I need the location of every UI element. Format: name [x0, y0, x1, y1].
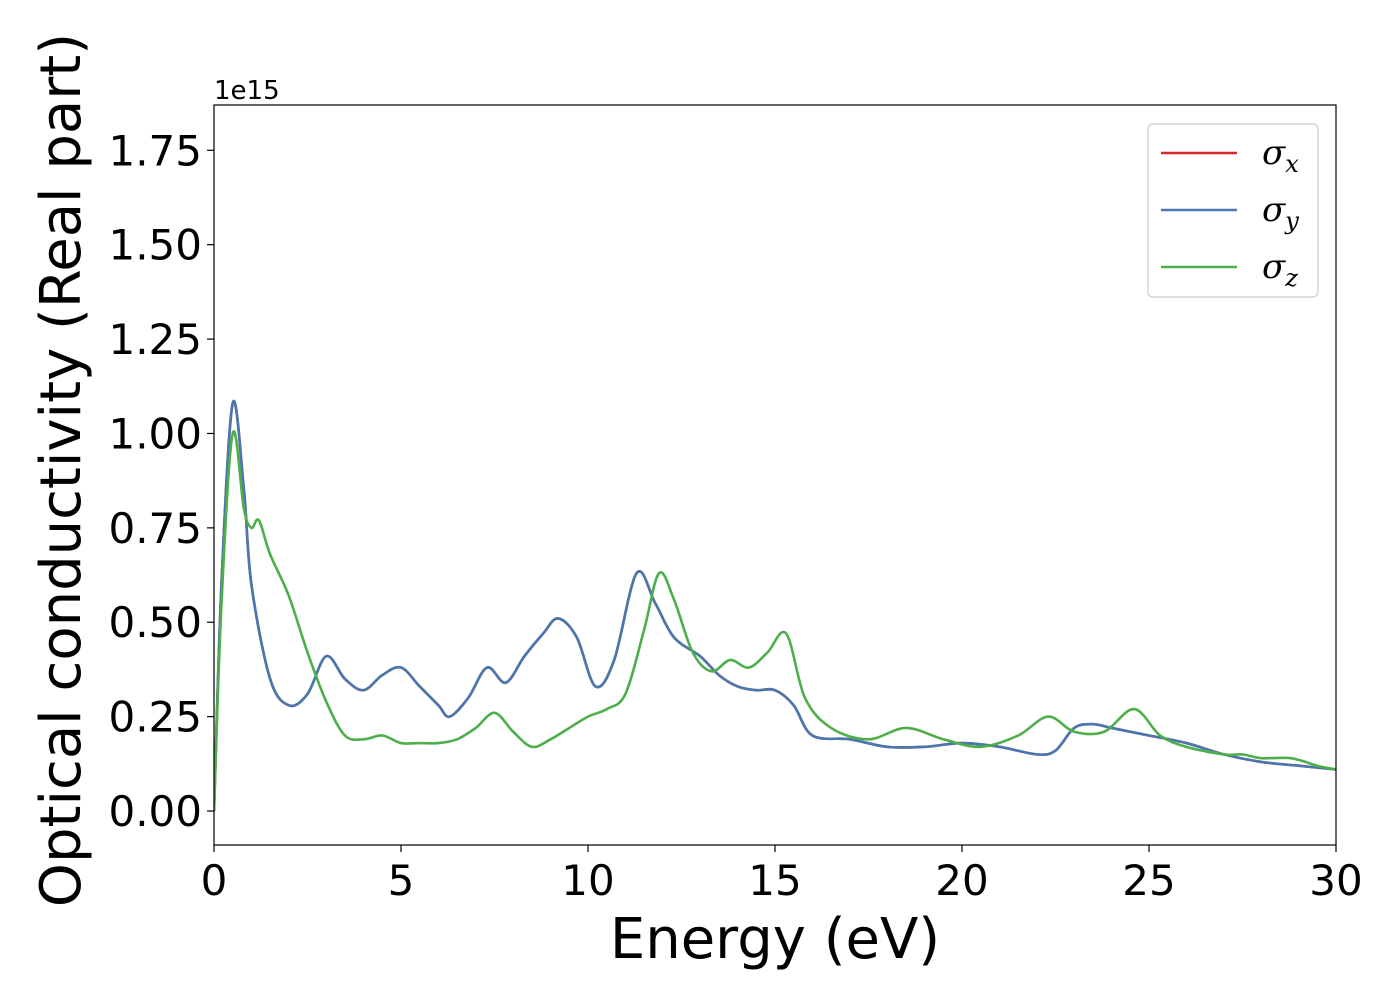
x-tick-label: 25 — [1122, 856, 1175, 905]
legend-label-sigma-y: σy — [1262, 190, 1299, 235]
y-axis-offset-label: 1e15 — [214, 76, 280, 106]
legend-label-sigma-x: σx — [1262, 133, 1299, 178]
y-axis-title: Optical conductivity (Real part) — [29, 33, 94, 907]
x-tick-label: 20 — [935, 856, 988, 905]
x-tick-label: 10 — [561, 856, 614, 905]
y-tick-label: 1.50 — [108, 221, 202, 270]
plot-area — [214, 399, 1336, 812]
x-tick-label: 30 — [1309, 856, 1362, 905]
y-tick-label: 0.75 — [108, 504, 202, 553]
y-tick-label: 0.00 — [108, 787, 202, 836]
y-tick-label: 0.25 — [108, 693, 202, 742]
y-tick-label: 1.75 — [108, 126, 202, 175]
series-line-sigma-z — [214, 430, 1336, 812]
series-line-sigma-y — [214, 399, 1336, 812]
y-tick-label: 0.50 — [108, 598, 202, 647]
y-tick-label: 1.00 — [108, 409, 202, 458]
legend: σx σy σz — [1147, 123, 1319, 298]
y-axis-ticks: 0.00 0.25 0.50 0.75 1.00 1.25 1.50 1.75 — [108, 126, 214, 836]
y-tick-label: 1.25 — [108, 315, 202, 364]
x-axis-ticks: 0 5 10 15 20 25 30 — [201, 845, 1363, 905]
x-tick-label: 5 — [388, 856, 415, 905]
x-tick-label: 15 — [748, 856, 801, 905]
legend-label-sigma-z: σz — [1262, 247, 1298, 292]
x-axis-title: Energy (eV) — [610, 907, 940, 972]
x-tick-label: 0 — [201, 856, 228, 905]
